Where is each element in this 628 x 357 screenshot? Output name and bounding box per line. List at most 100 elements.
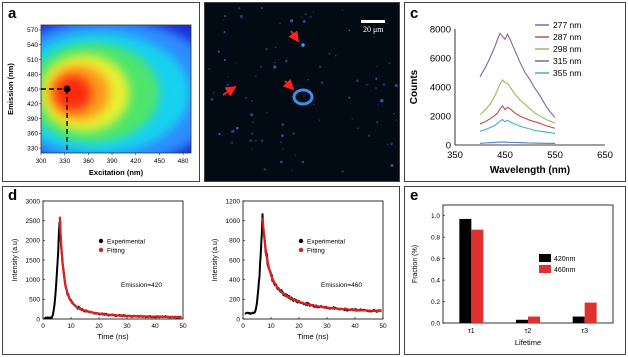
fluorescent-dot	[348, 29, 351, 32]
y-tick-label: 2500	[26, 218, 41, 225]
red-arrow	[288, 30, 300, 43]
fluorescent-dot	[373, 35, 375, 37]
y-tick-label: 450	[27, 86, 38, 93]
fluorescent-dot	[351, 118, 353, 120]
fraction-bar-chart: τ1 τ2 τ3 0.0 0.2 0.4 0.6 0.8 1.0 Lifetime Fraction…	[412, 204, 614, 347]
y-tick-label: 800	[229, 238, 240, 245]
fluorescent-dot	[260, 6, 263, 10]
fluorescent-dot	[368, 134, 371, 137]
fluorescent-particle	[301, 43, 305, 47]
fluorescent-dot	[386, 22, 389, 25]
x-axis-title: Excitation (nm)	[89, 168, 144, 177]
bar	[516, 319, 528, 323]
y-tick-label: 330	[27, 145, 38, 152]
fluorescent-dot	[251, 132, 254, 135]
fluorescent-dot	[307, 79, 309, 81]
fluorescent-dot	[280, 141, 282, 144]
fluorescent-dot	[252, 121, 254, 123]
fluorescent-dot	[254, 75, 257, 78]
contour-red	[54, 75, 92, 111]
fluorescent-dot	[335, 55, 337, 57]
heatmap-chart: 300 330 360 390 420 450 480 330 360 390 420 450 480 5…	[6, 24, 192, 177]
x-tick-label: 10	[267, 323, 275, 330]
fluorescent-dot	[280, 134, 284, 138]
fluorescent-dot	[273, 65, 277, 69]
peak-marker	[63, 85, 71, 93]
x-tick-label: 40	[351, 323, 359, 330]
fluorescent-dot	[274, 46, 277, 49]
x-tick-label: 20	[295, 323, 303, 330]
x-axis-title: Wavelength (nm)	[490, 165, 570, 176]
y-tick-label: 0.4	[431, 277, 440, 284]
legend-label: 315 nm	[553, 56, 581, 66]
fluorescent-dot	[208, 68, 211, 71]
legend-swatch	[539, 254, 551, 262]
fluorescent-dot	[348, 96, 351, 99]
red-arrow	[282, 78, 295, 91]
y-tick-label: 1000	[26, 277, 41, 284]
fluorescent-dot	[249, 139, 253, 142]
x-tick-label: 390	[107, 158, 118, 165]
y-tick-label: 0.6	[431, 256, 440, 263]
fluorescent-dot	[301, 15, 303, 18]
fluorescent-dot	[222, 18, 225, 21]
fluorescent-dot	[230, 141, 234, 145]
x-tick-label: 360	[83, 158, 94, 165]
fluorescent-dot	[254, 139, 257, 142]
emission-annotation: Emission=420	[121, 282, 162, 289]
fluorescent-dot	[217, 50, 220, 53]
x-tick-label: 50	[179, 323, 187, 330]
y-axis-title: Fraction (%)	[412, 245, 419, 283]
y-tick-label: 2000	[26, 238, 41, 245]
y-tick-label: 3000	[26, 198, 41, 205]
fluorescent-dot	[265, 48, 268, 51]
fluorescent-dot	[280, 160, 283, 164]
legend-label: 277 nm	[553, 20, 581, 30]
panel-c-label: c	[410, 5, 419, 22]
y-axis-title: Intensity (a.u)	[12, 239, 19, 281]
fluorescent-dot	[235, 63, 237, 65]
fluorescent-ring	[292, 88, 314, 106]
experimental-series	[244, 213, 382, 315]
series-line	[479, 32, 556, 118]
y-tick-label: 0.8	[431, 234, 440, 241]
panel-e-label: e	[410, 187, 419, 204]
y-tick-label: 0	[36, 316, 40, 323]
micro-background	[205, 3, 399, 181]
bar	[572, 316, 585, 323]
plot-frame	[242, 200, 384, 320]
legend-marker-fitting	[98, 247, 104, 253]
fluorescent-dot	[375, 87, 377, 89]
x-tick-label: 350	[447, 150, 463, 161]
fluorescent-dot	[294, 154, 297, 156]
fluorescent-dot	[375, 130, 377, 132]
y-tick-label: 0.0	[431, 320, 440, 327]
x-tick-label: 50	[379, 323, 387, 330]
fluorescent-dot	[250, 113, 254, 117]
decay-charts: 0 10 20 30 40 50050010001500200025003000Time …	[12, 198, 387, 341]
y-axis-title: Counts	[409, 69, 420, 104]
y-tick-label: 0.2	[431, 299, 440, 306]
panel-d-label: d	[8, 187, 18, 204]
fluorescent-dot	[321, 81, 324, 84]
fluorescent-dot	[390, 164, 394, 168]
panel-a-label: a	[8, 5, 17, 22]
x-tick-label: 10	[67, 323, 75, 330]
x-tick-label: 420	[130, 158, 141, 165]
fluorescent-dot	[301, 160, 305, 164]
x-tick-label: 450	[154, 158, 165, 165]
fluorescent-dot	[239, 14, 244, 19]
legend-marker-fitting	[298, 247, 304, 253]
y-tick-label: 540	[27, 42, 38, 49]
fluorescent-dot	[266, 112, 268, 114]
fluorescent-dot	[263, 168, 267, 171]
y-tick-label: 2000	[430, 112, 451, 123]
legend-marker-experimental	[98, 238, 104, 244]
emission-annotation: Emission=460	[321, 282, 362, 289]
fluorescent-dot	[328, 52, 331, 55]
series-line	[479, 78, 556, 124]
x-tick-label: τ3	[581, 328, 588, 335]
fluorescent-dot	[356, 79, 359, 83]
fluorescent-dot	[274, 61, 276, 64]
fluorescent-dot	[300, 85, 302, 87]
